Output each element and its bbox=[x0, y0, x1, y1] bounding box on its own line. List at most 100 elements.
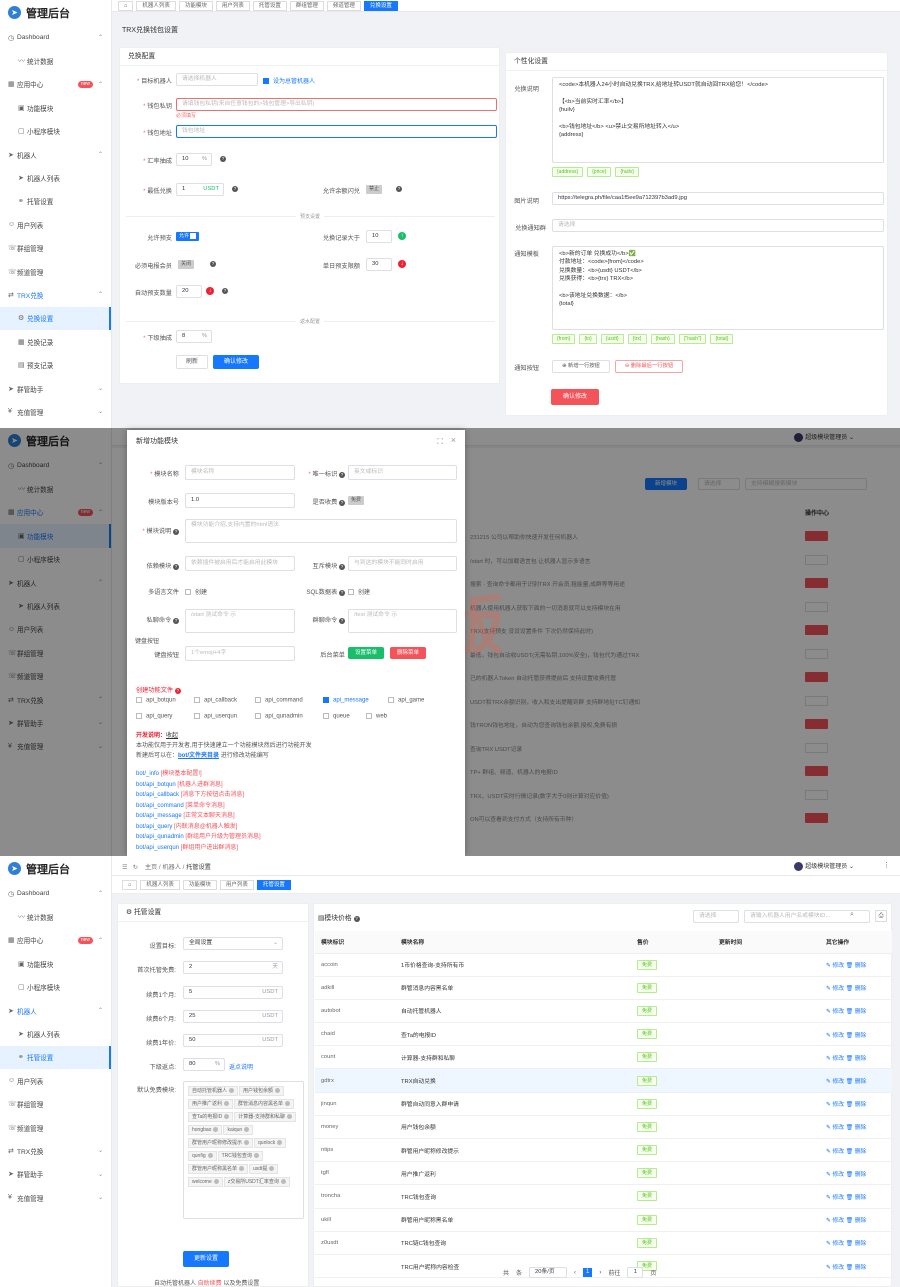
variable-tag[interactable]: {from} bbox=[552, 334, 576, 344]
module-name-link[interactable]: TRX自动兑换 bbox=[395, 1068, 631, 1093]
privkey-input[interactable]: 请填钱包私钥(来自任意钱包的>钱包管理>导出私钥) bbox=[176, 98, 497, 111]
delete-link[interactable]: 🗑 删除 bbox=[845, 986, 867, 993]
module-name-link[interactable]: 群管消息内容黑名单 bbox=[395, 976, 631, 1000]
sidebar-item[interactable]: ▢ 小程序模块 bbox=[0, 548, 111, 571]
unique-id-input[interactable]: 英文或标识 bbox=[348, 465, 457, 480]
sidebar-item[interactable]: 〰统计数据 bbox=[0, 477, 111, 500]
sidebar-item[interactable]: ¥ 充值管理 ⌄ bbox=[0, 1186, 111, 1209]
delete-link[interactable]: 🗑 删除 bbox=[845, 1148, 867, 1155]
export-icon[interactable]: ⎙ bbox=[875, 910, 887, 922]
module-chip[interactable]: 群管用户昵称黑名单 bbox=[188, 1164, 249, 1174]
target-robot-select[interactable]: 请选择机器人 bbox=[176, 73, 258, 86]
sidebar-item[interactable]: ➤ 机器人 ⌃ bbox=[0, 143, 111, 166]
module-name-input[interactable]: 模块名称 bbox=[185, 465, 295, 480]
module-search-input[interactable]: 支持模糊搜索模块 bbox=[745, 478, 867, 490]
module-chip[interactable]: 自动托管机器人 bbox=[188, 1086, 239, 1096]
delete-link[interactable]: 🗑 删除 bbox=[845, 1079, 867, 1086]
file-checkbox[interactable]: api_callback bbox=[194, 697, 237, 704]
single-limit-input[interactable]: 30 bbox=[366, 258, 392, 271]
module-chip[interactable]: kaiqun bbox=[223, 1125, 254, 1135]
close-icon[interactable] bbox=[224, 1101, 230, 1107]
sidebar-item[interactable]: ▣ 功能模块 bbox=[0, 952, 111, 975]
sidebar-item[interactable]: ➤ 机器人 ⌃ bbox=[0, 999, 111, 1022]
rate-input[interactable]: 10% bbox=[176, 153, 212, 166]
tab[interactable]: 频道管理 bbox=[326, 0, 361, 11]
close-icon[interactable] bbox=[213, 1179, 219, 1185]
sidebar-item[interactable]: ▣ 功能模块 bbox=[0, 524, 111, 548]
adv-gt-input[interactable]: 10 bbox=[366, 230, 392, 243]
file-checkbox[interactable]: queue bbox=[323, 713, 350, 720]
delete-link[interactable]: 🗑 删除 bbox=[845, 1009, 867, 1016]
module-name-link[interactable]: 用户推广返利 bbox=[395, 1161, 631, 1186]
rebate-help-link[interactable]: 返点说明 bbox=[229, 1065, 254, 1071]
allow-advance-switch[interactable]: 允许 bbox=[176, 232, 200, 241]
file-checkbox[interactable]: api_command bbox=[255, 697, 303, 704]
table-row[interactable]: TRC用户昵称内容检查 免费 ✎ 修改 🗑 删除 bbox=[315, 1254, 892, 1279]
update-settings-button[interactable]: 更新设置 bbox=[183, 1251, 229, 1267]
tab[interactable]: 托管设置 bbox=[256, 879, 291, 890]
table-row[interactable]: chaid 查Ta的电报ID 免费 ✎ 修改 🗑 删除 bbox=[315, 1022, 892, 1047]
delete-link[interactable]: 🗑 删除 bbox=[845, 1032, 867, 1039]
sidebar-item[interactable]: ⇄ TRX兑换 ⌃ bbox=[0, 688, 111, 711]
file-checkbox[interactable]: web bbox=[366, 713, 387, 720]
sidebar-item[interactable]: ☏ 群组管理 bbox=[0, 237, 111, 260]
file-checkbox[interactable]: api_botqun bbox=[136, 697, 176, 704]
row-action-button[interactable] bbox=[805, 719, 828, 729]
module-name-link[interactable]: 用户钱包余额 bbox=[395, 1115, 631, 1140]
table-row[interactable]: tgfl 用户推广返利 免费 ✎ 修改 🗑 删除 bbox=[315, 1161, 892, 1186]
wallet-address-input[interactable]: 钱包地址 bbox=[176, 125, 497, 138]
edit-link[interactable]: ✎ 修改 bbox=[826, 986, 845, 993]
sidebar-item[interactable]: ▣ 功能模块 bbox=[0, 96, 111, 119]
tab[interactable]: 机器人列表 bbox=[140, 879, 180, 890]
sidebar-item[interactable]: ➤ 机器人列表 bbox=[0, 594, 111, 617]
sidebar-item[interactable]: ⚭ 托管设置 bbox=[0, 1045, 111, 1070]
delete-menu-button[interactable]: 删除菜单 bbox=[390, 647, 426, 659]
y1-input[interactable]: 50 USDT bbox=[183, 1034, 283, 1047]
table-row[interactable]: autobot 自动托管机器人 免费 ✎ 修改 🗑 删除 bbox=[315, 999, 892, 1024]
refresh-button[interactable]: 刷新 bbox=[176, 355, 208, 369]
admin-name[interactable]: 超级模块管理员 ⌄ bbox=[794, 432, 854, 442]
close-icon[interactable] bbox=[285, 1101, 291, 1107]
maximize-icon[interactable]: ⛶ bbox=[437, 437, 443, 446]
help-icon[interactable]: ? bbox=[210, 261, 216, 267]
sidebar-item[interactable]: ◷ Dashboard ⌃ bbox=[0, 26, 111, 49]
table-row[interactable]: accoin 1币价格查询-支持所有币 免费 ✎ 修改 🗑 删除 bbox=[315, 953, 892, 977]
close-icon[interactable] bbox=[229, 1088, 235, 1094]
sidebar-item[interactable]: ▦ 应用中心 new ⌃ bbox=[0, 73, 111, 96]
module-chip[interactable]: usdt提 bbox=[249, 1164, 279, 1174]
filter-select[interactable]: 请选择 bbox=[693, 910, 739, 923]
close-icon[interactable] bbox=[207, 1153, 213, 1159]
row-action-button[interactable] bbox=[805, 695, 828, 706]
sidebar-item[interactable]: ¥ 充值管理 ⌄ bbox=[0, 400, 111, 423]
add-button-row[interactable]: ⊕ 新增一行按钮 bbox=[552, 360, 610, 373]
module-name-link[interactable]: 查Ta的电报ID bbox=[395, 1022, 631, 1047]
row-action-button[interactable] bbox=[805, 625, 828, 635]
sidebar-item[interactable]: ◷ Dashboard ⌃ bbox=[0, 454, 111, 477]
module-chip[interactable]: welcome bbox=[188, 1177, 223, 1187]
edit-link[interactable]: ✎ 修改 bbox=[826, 1264, 845, 1271]
close-icon[interactable] bbox=[269, 1166, 275, 1172]
module-chip[interactable]: TRC钱包查询 bbox=[217, 1151, 263, 1161]
variable-tag[interactable]: {"hash"} bbox=[678, 334, 707, 344]
table-row[interactable]: troncha TRC钱包查询 免费 ✎ 修改 🗑 删除 bbox=[315, 1184, 892, 1209]
variable-tag[interactable]: {huilv} bbox=[615, 167, 639, 177]
tab[interactable]: 群组管理 bbox=[289, 0, 324, 11]
row-action-button[interactable] bbox=[805, 578, 828, 588]
close-icon[interactable] bbox=[280, 1179, 286, 1185]
table-row[interactable]: ntips 群管用户昵称修改提示 免费 ✎ 修改 🗑 删除 bbox=[315, 1138, 892, 1163]
row-action-button[interactable] bbox=[805, 531, 828, 541]
delete-link[interactable]: 🗑 删除 bbox=[845, 1194, 867, 1201]
table-row[interactable]: adkill 群管消息内容黑名单 免费 ✎ 修改 🗑 删除 bbox=[315, 976, 892, 1000]
edit-link[interactable]: ✎ 修改 bbox=[826, 963, 845, 970]
edit-link[interactable]: ✎ 修改 bbox=[826, 1125, 845, 1132]
collapse-link[interactable]: 收起 bbox=[166, 733, 179, 739]
tab[interactable]: 功能模块 bbox=[182, 879, 217, 890]
close-icon[interactable] bbox=[253, 1153, 259, 1159]
exchange-desc-textarea[interactable]: <code>本机器人24小时自动兑换TRX,给地址转USDT就自动回TRX给您！… bbox=[552, 77, 884, 163]
table-row[interactable]: z0usdt TRC链C钱包查询 免费 ✎ 修改 🗑 删除 bbox=[315, 1231, 892, 1255]
next-page-icon[interactable]: › bbox=[599, 1269, 602, 1276]
module-name-link[interactable]: TRC链C钱包查询 bbox=[395, 1231, 631, 1255]
free-modules-select[interactable]: 自动托管机器人 用户钱包余额用户推广返利 群管消息内容黑名单查Ta的电报ID 计算器-… bbox=[183, 1081, 304, 1219]
sidebar-item[interactable]: ➤ 群管助手 ⌄ bbox=[0, 377, 111, 400]
close-icon[interactable] bbox=[244, 1127, 250, 1133]
